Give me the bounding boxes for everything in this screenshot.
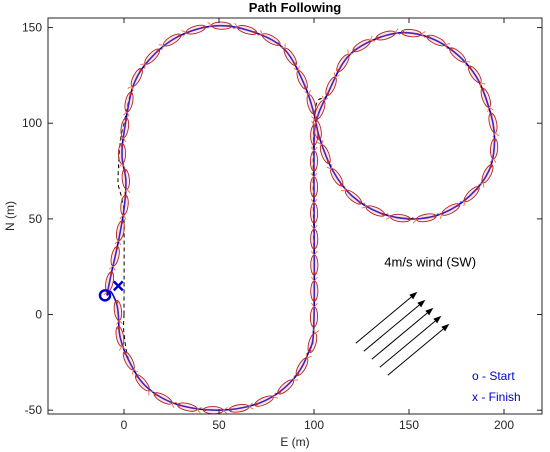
vehicle-glyph — [121, 168, 131, 194]
vehicle-glyph — [400, 28, 426, 38]
x-tick-label: 0 — [121, 418, 128, 432]
wind-arrow — [387, 323, 450, 376]
x-tick-label: 100 — [304, 418, 324, 432]
y-tick-label: 100 — [22, 116, 42, 130]
actual-path-line — [106, 24, 496, 412]
vehicle-glyph — [304, 89, 317, 115]
vehicle-glyph — [122, 91, 134, 117]
vehicle-glyph — [325, 72, 340, 96]
x-tick-label: 50 — [212, 418, 226, 432]
vehicle-glyph — [307, 328, 320, 354]
wind-arrow — [363, 299, 426, 352]
vehicle-glyph — [459, 186, 480, 207]
vehicle-glyph — [310, 198, 319, 224]
vehicle-glyph — [113, 300, 123, 325]
vehicle-glyph — [207, 21, 232, 30]
vehicle-glyph — [177, 402, 202, 414]
vehicle-glyph — [254, 392, 279, 407]
legend-entry-start: o - Start — [472, 369, 515, 383]
legend-entry-finish: x - Finish — [472, 390, 521, 404]
start-marker — [98, 289, 112, 302]
y-tick-label: -50 — [25, 403, 43, 417]
vehicle-glyph — [127, 67, 143, 92]
vehicle-glyph — [478, 164, 494, 188]
chart-title: Path Following — [249, 0, 341, 15]
wind-annotation: 4m/s wind (SW) — [384, 255, 476, 270]
y-tick-label: 50 — [29, 212, 43, 226]
vehicle-glyph — [257, 29, 281, 46]
vehicle-glyph — [108, 246, 120, 271]
vehicle-glyph — [122, 351, 138, 375]
vehicle-glyph — [314, 95, 329, 120]
vehicle-glyph — [158, 33, 182, 51]
vehicle-glyph — [295, 353, 312, 377]
vehicle-glyph — [228, 402, 254, 413]
x-tick-label: 150 — [399, 418, 419, 432]
vehicle-glyph — [336, 49, 354, 73]
vehicle-glyph — [352, 35, 376, 53]
wind-arrow — [379, 315, 442, 368]
vehicle-glyph — [114, 220, 125, 246]
vehicle-glyph — [449, 47, 471, 67]
vehicle-glyph — [310, 250, 319, 276]
vehicle-glyph — [310, 224, 319, 250]
vehicle-glyph — [140, 48, 161, 69]
vehicle-glyph — [277, 375, 299, 395]
plot-area — [98, 21, 500, 415]
vehicle-glyph — [488, 112, 500, 138]
vehicle-glyph — [134, 374, 154, 396]
vehicle-glyph — [232, 22, 258, 35]
y-tick-label: 150 — [22, 21, 42, 35]
x-axis-label: E (m) — [280, 435, 309, 449]
vehicle-glyph — [480, 87, 494, 113]
vehicle-glyph — [467, 65, 486, 88]
vehicle-glyphs — [103, 21, 500, 415]
ticks: 0 50 100 150 200 -50 0 50 100 150 — [22, 18, 542, 432]
wind-arrow — [355, 291, 418, 344]
vehicle-glyph — [202, 406, 228, 415]
vehicle-glyph — [426, 34, 451, 50]
vehicle-glyph — [117, 143, 127, 168]
wind-arrow — [371, 307, 434, 360]
vehicle-glyph — [310, 120, 319, 146]
vehicle-glyph — [293, 65, 308, 90]
axes-box — [47, 17, 543, 415]
vehicle-glyph — [437, 203, 461, 220]
vehicle-glyph — [181, 24, 207, 37]
vehicle-glyph — [326, 163, 344, 187]
vehicle-glyph — [385, 213, 411, 223]
vehicle-glyph — [310, 276, 319, 302]
vehicle-glyph — [309, 172, 319, 198]
vehicle-glyph — [119, 194, 129, 220]
vehicle-glyph — [489, 138, 499, 164]
y-axis-label: N (m) — [3, 201, 17, 231]
vehicle-glyph — [340, 185, 363, 205]
vehicle-glyph — [119, 117, 130, 143]
vehicle-glyph — [115, 325, 126, 351]
vehicle-glyph — [411, 213, 437, 224]
finish-marker — [112, 280, 124, 292]
vehicle-glyph — [309, 146, 319, 172]
vehicle-glyph — [153, 392, 177, 408]
x-tick-label: 200 — [494, 418, 514, 432]
y-tick-label: 0 — [35, 308, 42, 322]
wind-arrows — [355, 291, 450, 376]
vehicle-glyph — [280, 43, 297, 66]
vehicle-glyph — [361, 202, 386, 217]
vehicle-glyph — [375, 28, 401, 41]
vehicle-glyph — [309, 302, 319, 328]
vehicle-glyph — [317, 139, 331, 165]
